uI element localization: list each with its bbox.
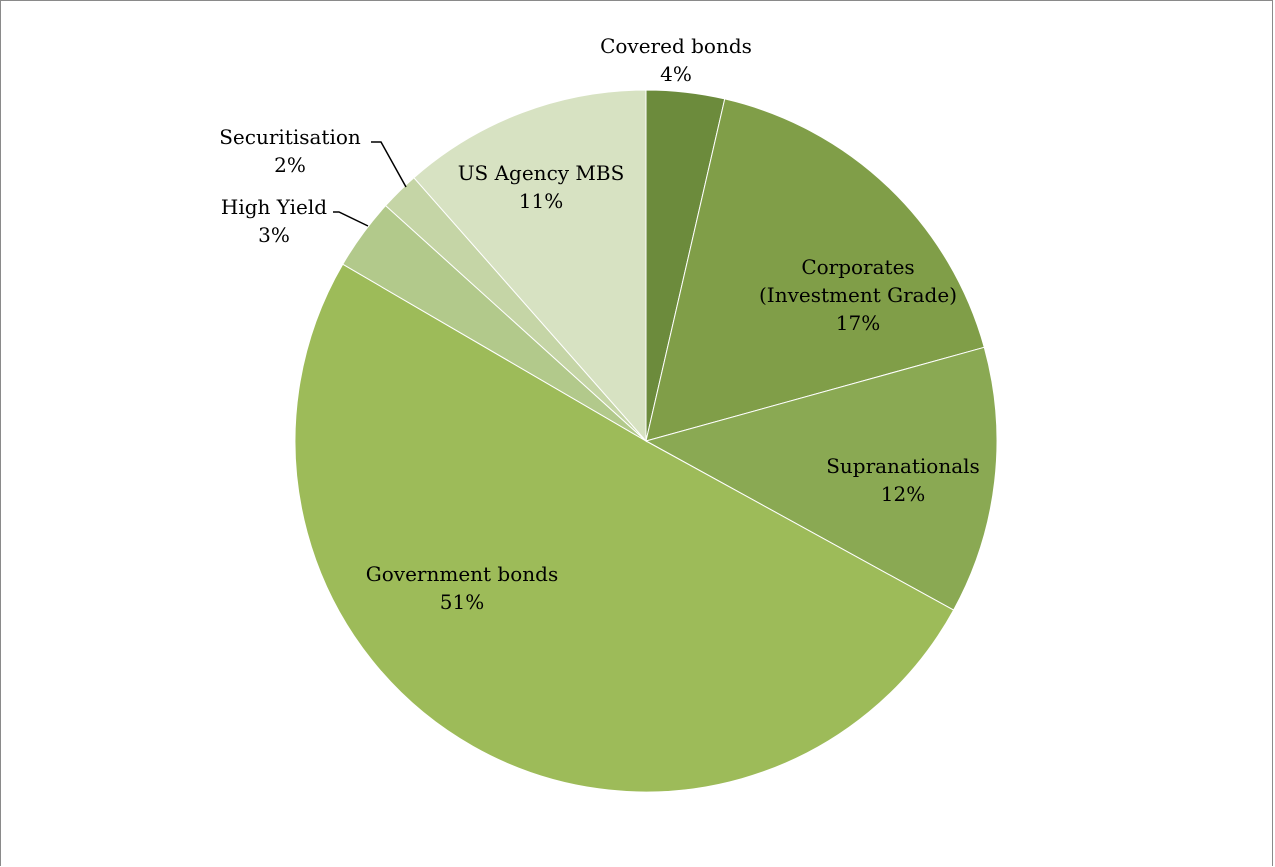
leader-line-securitisation [371, 141, 407, 188]
data-label-supranationals: Supranationals 12% [826, 454, 980, 506]
pie-slice-us-agency-mbs [413, 89, 647, 443]
data-label-securitisation: Securitisation 2% [219, 125, 361, 177]
data-label-covered-bonds: Covered bonds 4% [600, 34, 752, 86]
pie-slice-corporates-investment-grade [645, 98, 985, 442]
data-label-government-bonds: Government bonds 51% [366, 562, 558, 614]
data-label-corporates-investment-grade: Corporates (Investment Grade) 17% [759, 255, 957, 335]
data-label-us-agency-mbs: US Agency MBS 11% [458, 161, 625, 213]
pie-slice-supranationals [644, 346, 998, 611]
leader-line-high-yield [333, 211, 369, 227]
pie-slices [294, 89, 998, 793]
pie-slice-government-bonds [294, 263, 955, 793]
data-label-high-yield: High Yield 3% [221, 195, 327, 247]
